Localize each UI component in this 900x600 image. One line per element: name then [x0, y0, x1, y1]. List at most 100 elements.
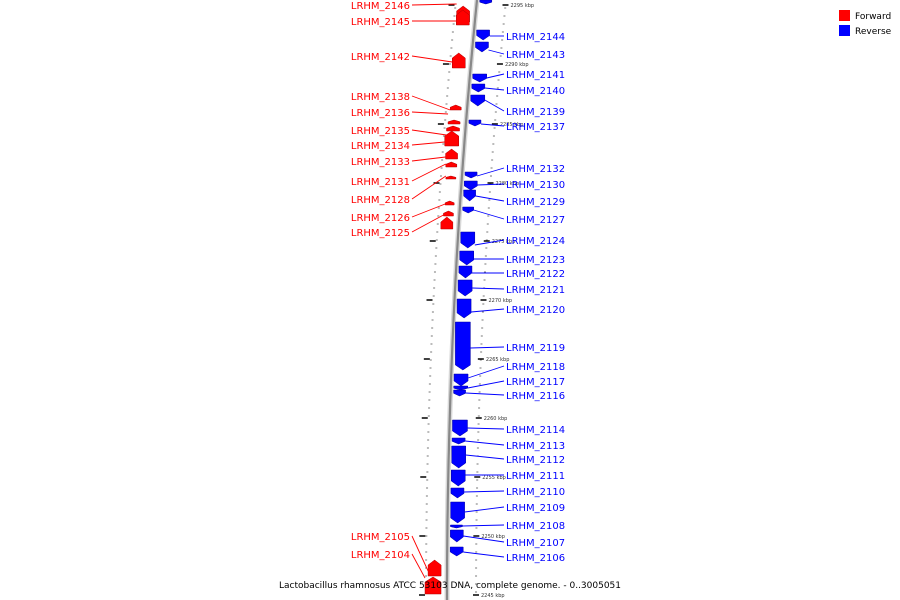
gene-arrow-reverse[interactable]: [464, 171, 478, 179]
gene-arrow-reverse[interactable]: [450, 501, 465, 524]
kbp-scale-label: 2255 kbp: [482, 475, 506, 481]
gene-label[interactable]: LRHM_2139: [506, 107, 565, 118]
gene-arrow-reverse[interactable]: [452, 419, 468, 437]
gene-label[interactable]: LRHM_2124: [506, 236, 565, 247]
gene-arrow-forward[interactable]: [445, 148, 458, 160]
gene-label[interactable]: LRHM_2126: [351, 213, 410, 224]
backbone-line: [445, 0, 479, 600]
genome-title: Lactobacillus rhamnosus ATCC 53103 DNA, …: [279, 581, 621, 591]
gene-arrow-reverse[interactable]: [458, 265, 473, 279]
gene-label[interactable]: LRHM_2108: [506, 521, 565, 532]
gene-arrow-forward[interactable]: [456, 9, 470, 26]
gene-label[interactable]: LRHM_2131: [351, 177, 410, 188]
gene-arrow-reverse[interactable]: [456, 298, 472, 319]
gene-label[interactable]: LRHM_2113: [506, 441, 565, 452]
gene-arrow-forward[interactable]: [427, 559, 442, 577]
gene-arrow-forward[interactable]: [446, 125, 460, 132]
gene-arrow-reverse[interactable]: [471, 83, 486, 93]
gene-label[interactable]: LRHM_2144: [506, 32, 565, 43]
gene-arrow-reverse[interactable]: [451, 437, 466, 445]
gene-label[interactable]: LRHM_2119: [506, 343, 565, 354]
gene-arrow-reverse[interactable]: [470, 94, 486, 107]
tick-layer: 2295 kbp 2290 kbp 2285 kbp 2280 kbp 2275 kbp…: [419, 3, 534, 599]
gene-arrow-forward[interactable]: [449, 104, 462, 111]
gene-arrow-reverse[interactable]: [459, 250, 474, 266]
gene-leader-line: [470, 346, 505, 349]
gene-leader-line: [475, 195, 505, 202]
gene-arrow-reverse[interactable]: [464, 180, 478, 191]
gene-label[interactable]: LRHM_2105: [351, 532, 410, 543]
gene-arrow-reverse[interactable]: [455, 321, 471, 371]
gene-label[interactable]: LRHM_2138: [351, 92, 410, 103]
gene-arrow-reverse[interactable]: [475, 41, 489, 53]
gene-label[interactable]: LRHM_2137: [506, 122, 565, 133]
gene-arrow-forward[interactable]: [445, 175, 457, 180]
gene-arrow-reverse[interactable]: [463, 189, 476, 202]
gene-arrow-reverse[interactable]: [451, 445, 466, 469]
gene-arrow-reverse[interactable]: [476, 29, 490, 41]
gene-label[interactable]: LRHM_2111: [506, 471, 565, 482]
gene-label[interactable]: LRHM_2132: [506, 164, 565, 175]
gene-arrow-forward[interactable]: [444, 130, 459, 147]
gene-label[interactable]: LRHM_2118: [506, 362, 565, 373]
gene-label[interactable]: LRHM_2120: [506, 305, 565, 316]
legend-forward-swatch: [839, 10, 850, 21]
gene-arrow-reverse-unlabeled[interactable]: [479, 0, 493, 5]
gene-arrow-reverse[interactable]: [462, 206, 474, 214]
gene-label[interactable]: LRHM_2136: [351, 108, 410, 119]
gene-arrow-forward[interactable]: [445, 161, 458, 168]
gene-arrow-forward[interactable]: [443, 210, 454, 217]
gene-label[interactable]: LRHM_2125: [351, 228, 410, 239]
gene-arrow-reverse[interactable]: [453, 385, 468, 391]
gene-arrow-forward-unlabeled[interactable]: [440, 216, 454, 230]
gene-label[interactable]: LRHM_2107: [506, 538, 565, 549]
gene-label[interactable]: LRHM_2117: [506, 377, 565, 388]
gene-arrow-reverse[interactable]: [472, 73, 487, 83]
gene-arrow-reverse[interactable]: [450, 524, 463, 529]
gene-label[interactable]: LRHM_2145: [351, 17, 410, 28]
gene-label[interactable]: LRHM_2112: [506, 455, 565, 466]
gene-leader-line: [464, 506, 505, 513]
gene-arrow-reverse[interactable]: [453, 389, 466, 397]
gene-label[interactable]: LRHM_2140: [506, 86, 565, 97]
gene-label[interactable]: LRHM_2104: [351, 550, 410, 561]
gene-arrow-forward[interactable]: [444, 200, 455, 206]
gene-arrow-reverse[interactable]: [457, 279, 473, 297]
gene-label[interactable]: LRHM_2128: [351, 195, 410, 206]
gene-label[interactable]: LRHM_2106: [506, 553, 565, 564]
gene-leader-line: [411, 535, 429, 572]
gene-arrow-forward[interactable]: [452, 52, 466, 69]
gene-label[interactable]: LRHM_2142: [351, 52, 410, 63]
kbp-scale-label: 2275 kbp: [492, 239, 516, 245]
gene-leader-line: [476, 167, 505, 177]
gene-arrow-reverse[interactable]: [460, 231, 476, 249]
gene-label[interactable]: LRHM_2146: [351, 1, 410, 12]
legend-reverse-swatch: [839, 25, 850, 36]
gene-label[interactable]: LRHM_2122: [506, 269, 565, 280]
gene-label[interactable]: LRHM_2114: [506, 425, 565, 436]
gene-label[interactable]: LRHM_2141: [506, 70, 565, 81]
gene-label[interactable]: LRHM_2109: [506, 503, 565, 514]
gene-label[interactable]: LRHM_2121: [506, 285, 565, 296]
gene-arrow-reverse[interactable]: [468, 119, 482, 127]
gene-label[interactable]: LRHM_2127: [506, 215, 565, 226]
gene-arrow-forward[interactable]: [447, 119, 461, 125]
gene-label[interactable]: LRHM_2110: [506, 487, 565, 498]
gene-arrow-reverse[interactable]: [450, 487, 465, 499]
kbp-scale-label: 2245 kbp: [481, 593, 505, 599]
gene-label[interactable]: LRHM_2133: [351, 157, 410, 168]
gene-arrow-forward[interactable]: [424, 576, 442, 595]
gene-arrow-reverse[interactable]: [450, 529, 464, 543]
gene-label[interactable]: LRHM_2143: [506, 50, 565, 61]
gene-label[interactable]: LRHM_2134: [351, 141, 410, 152]
gene-label[interactable]: LRHM_2116: [506, 391, 565, 402]
gene-label[interactable]: LRHM_2135: [351, 126, 410, 137]
gene-leader-line: [411, 553, 426, 579]
gene-label[interactable]: LRHM_2129: [506, 197, 565, 208]
gene-arrow-reverse[interactable]: [450, 469, 466, 487]
gene-label[interactable]: LRHM_2130: [506, 180, 565, 191]
gene-arrow-reverse[interactable]: [453, 373, 469, 387]
gene-leader-line: [411, 163, 447, 182]
gene-arrow-reverse[interactable]: [449, 546, 464, 557]
gene-label[interactable]: LRHM_2123: [506, 255, 565, 266]
